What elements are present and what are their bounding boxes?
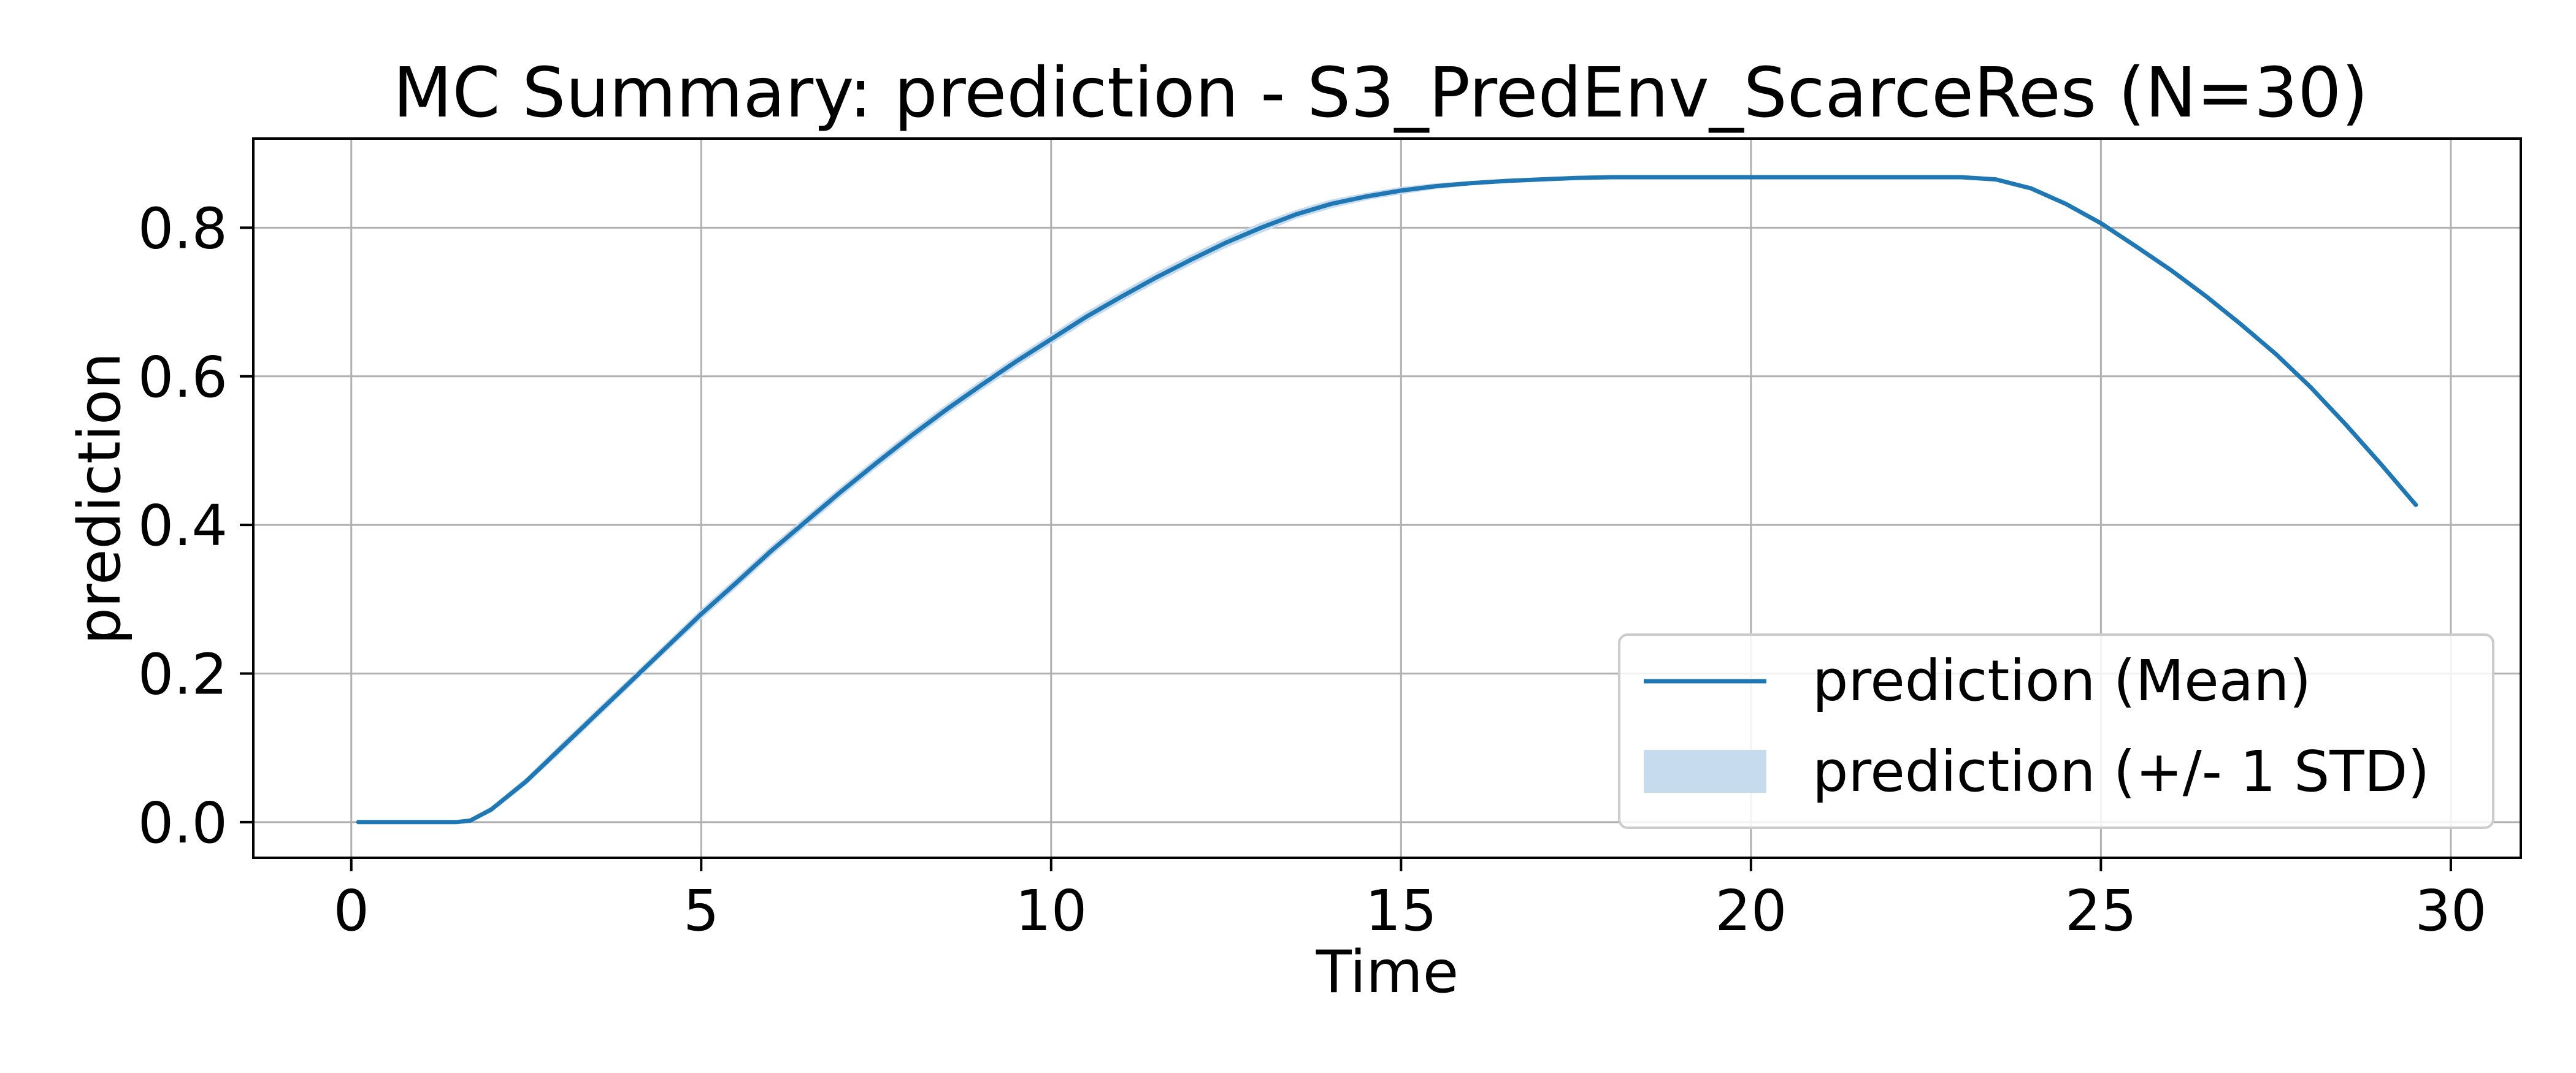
x-tick-label: 5 bbox=[683, 878, 719, 944]
x-tick-label: 25 bbox=[2065, 878, 2137, 944]
y-tick-label: 0.0 bbox=[138, 790, 228, 856]
y-axis-label: prediction bbox=[66, 353, 134, 645]
x-tick-label: 20 bbox=[1715, 878, 1787, 944]
y-tick-label: 0.2 bbox=[138, 641, 228, 707]
mean-line bbox=[356, 175, 2418, 825]
x-tick-label: 30 bbox=[2415, 878, 2486, 944]
legend-band-swatch bbox=[1644, 750, 1766, 793]
y-tick-label: 0.6 bbox=[138, 345, 228, 410]
x-tick-label: 10 bbox=[1015, 878, 1087, 944]
y-tick-label: 0.8 bbox=[138, 196, 228, 261]
legend-label-std: prediction (+/- 1 STD) bbox=[1812, 739, 2429, 804]
legend: prediction (Mean) prediction (+/- 1 STD) bbox=[1618, 633, 2494, 829]
plot-frame bbox=[252, 137, 2522, 859]
y-tick-label: 0.4 bbox=[138, 493, 228, 559]
legend-box bbox=[1618, 633, 2494, 829]
y-axis-ticks: 0.0 0.2 0.4 0.6 0.8 bbox=[138, 196, 253, 856]
chart-title: MC Summary: prediction - S3_PredEnv_Scar… bbox=[393, 53, 2369, 133]
x-tick-label: 0 bbox=[333, 878, 369, 944]
x-axis-ticks: 0 5 10 15 20 25 30 bbox=[333, 858, 2486, 944]
x-axis-label: Time bbox=[1316, 939, 1459, 1006]
legend-label-mean: prediction (Mean) bbox=[1812, 648, 2311, 714]
x-tick-label: 15 bbox=[1365, 878, 1437, 944]
